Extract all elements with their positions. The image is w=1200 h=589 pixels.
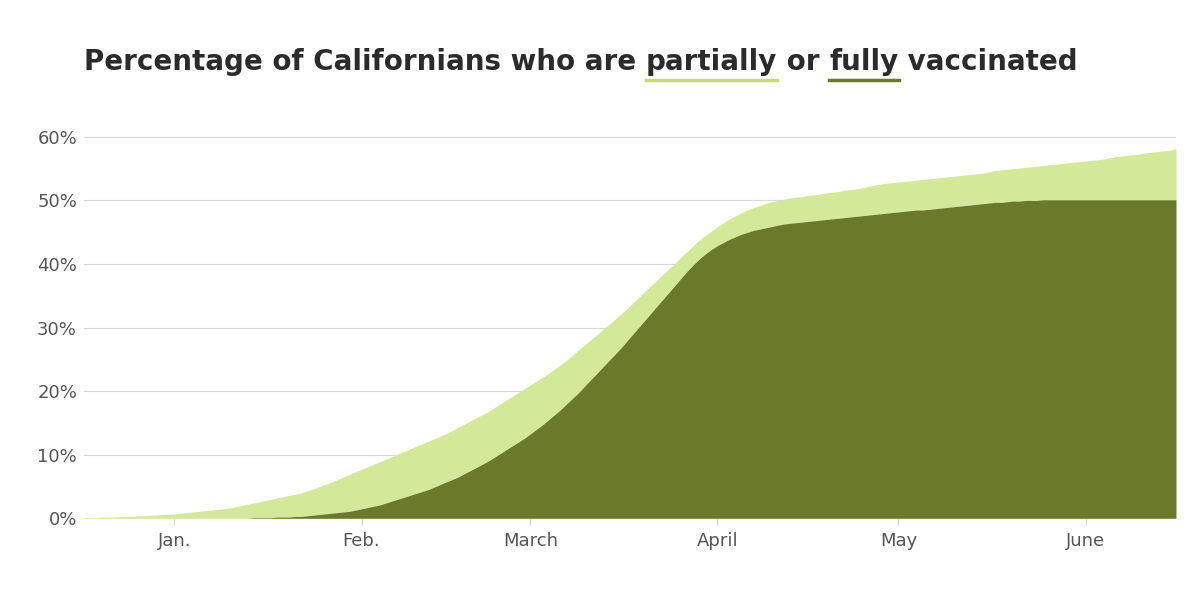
- Text: or: or: [778, 48, 829, 76]
- Text: Percentage of Californians who are: Percentage of Californians who are: [84, 48, 646, 76]
- Text: partially: partially: [646, 48, 778, 76]
- Text: vaccinated: vaccinated: [899, 48, 1078, 76]
- Text: fully: fully: [829, 48, 899, 76]
